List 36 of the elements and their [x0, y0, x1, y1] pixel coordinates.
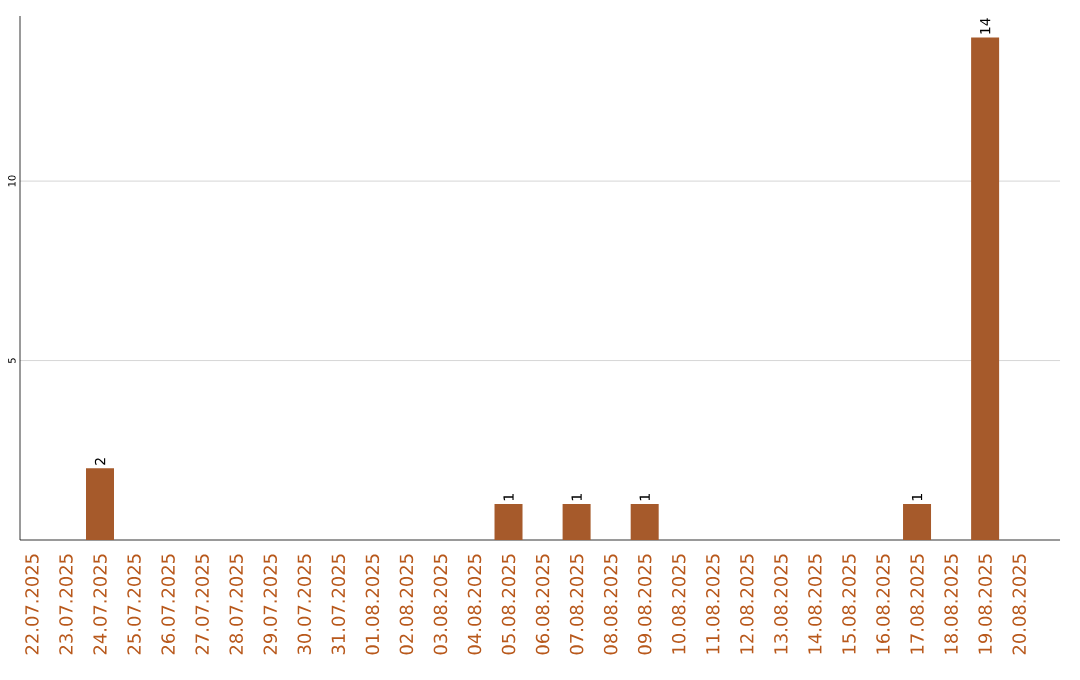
x-tick-label: 12.08.2025	[740, 554, 754, 654]
x-tick-label: 25.07.2025	[127, 554, 141, 655]
x-tick-label: 26.07.2025	[161, 554, 175, 655]
x-tick-label: 19.08.2025	[978, 554, 992, 654]
bar	[86, 468, 114, 540]
bar	[630, 504, 659, 540]
bar	[971, 37, 1000, 540]
x-tick-label: 27.07.2025	[195, 554, 209, 655]
x-tick-label: 28.07.2025	[229, 554, 243, 655]
x-tick-label: 31.07.2025	[331, 554, 346, 655]
x-tick-label: 14.08.2025	[808, 554, 822, 654]
x-tick-label: 16.08.2025	[876, 554, 890, 654]
bar	[494, 504, 523, 540]
x-tick-label: 07.08.2025	[569, 554, 584, 655]
x-tick-label: 30.07.2025	[297, 554, 312, 655]
x-tick-label: 04.08.2025	[467, 554, 482, 655]
x-tick-label: 10.08.2025	[671, 554, 686, 654]
x-tick-label: 08.08.2025	[603, 554, 618, 655]
x-tick-label: 18.08.2025	[944, 554, 958, 654]
x-tick-label: 15.08.2025	[842, 554, 856, 654]
x-tick-label: 22.07.2025	[25, 554, 39, 655]
x-tick-label: 06.08.2025	[535, 554, 550, 655]
x-tick-label: 29.07.2025	[263, 554, 277, 655]
x-tick-label: 09.08.2025	[637, 554, 652, 655]
x-tick-label: 24.07.2025	[93, 554, 107, 655]
x-tick-label: 13.08.2025	[774, 554, 788, 654]
bar	[903, 504, 932, 540]
x-tick-label: 23.07.2025	[59, 554, 73, 655]
x-tick-label: 05.08.2025	[501, 554, 516, 655]
x-tick-label: 02.08.2025	[399, 554, 414, 655]
x-tick-label: 20.08.2025	[1012, 554, 1026, 655]
x-tick-label: 17.08.2025	[910, 554, 924, 654]
bar	[562, 504, 591, 540]
x-tick-label: 03.08.2025	[433, 554, 448, 655]
x-tick-label: 11.08.2025	[705, 554, 720, 654]
x-tick-label: 01.08.2025	[365, 554, 380, 655]
